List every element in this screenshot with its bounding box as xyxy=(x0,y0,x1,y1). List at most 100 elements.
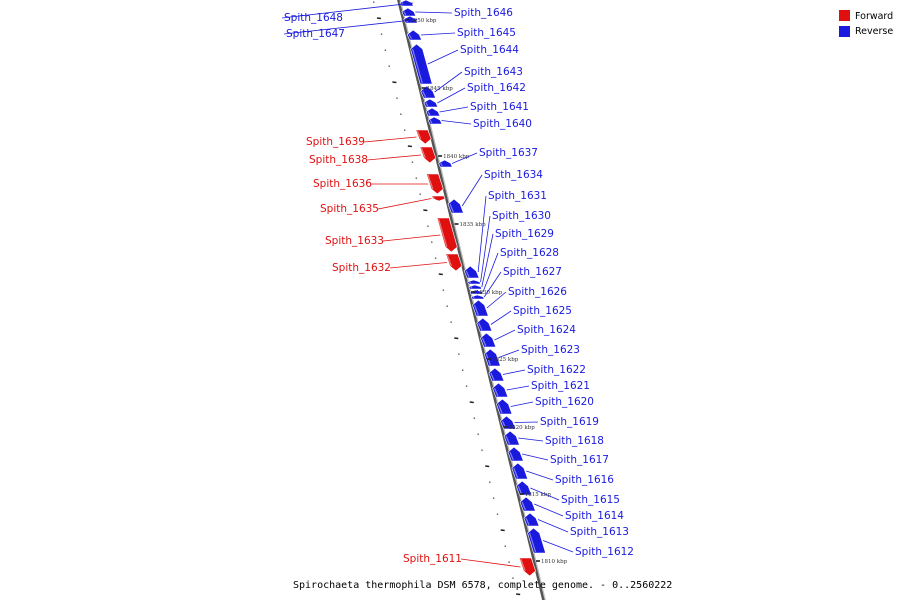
gene-leader xyxy=(490,310,512,325)
gene-arrow[interactable] xyxy=(425,107,441,117)
gene-arrow[interactable] xyxy=(401,7,417,17)
gene-label[interactable]: Spith_1632 xyxy=(332,262,391,274)
gene-arrow[interactable] xyxy=(445,253,463,272)
gene-arrow[interactable] xyxy=(492,382,509,398)
gene-highlight xyxy=(505,435,511,445)
scale-tick xyxy=(454,337,459,340)
gene-leader xyxy=(534,503,564,517)
gene-label[interactable]: Spith_1617 xyxy=(550,454,609,466)
gene-arrow[interactable] xyxy=(463,265,480,279)
scale-tick xyxy=(438,273,443,276)
gene-label[interactable]: Spith_1620 xyxy=(535,396,594,408)
gene-arrow[interactable] xyxy=(472,299,489,317)
gene-label[interactable]: Spith_1637 xyxy=(479,147,538,159)
gene-arrow[interactable] xyxy=(431,195,446,202)
gene-label[interactable]: Spith_1642 xyxy=(467,82,526,94)
gene-label[interactable]: Spith_1611 xyxy=(403,553,462,565)
gene-arrow[interactable] xyxy=(410,43,433,85)
kbp-label: 1810 kbp xyxy=(541,559,568,565)
gene-label[interactable]: Spith_1614 xyxy=(565,510,624,522)
gene-label[interactable]: Spith_1624 xyxy=(517,324,576,336)
legend: Forward Reverse xyxy=(839,10,893,37)
gene-label[interactable]: Spith_1646 xyxy=(454,7,513,19)
gene-label[interactable]: Spith_1634 xyxy=(484,169,543,181)
gene-leader xyxy=(451,152,478,164)
gene-leader xyxy=(420,32,456,36)
gene-highlight xyxy=(478,322,483,331)
gene-arrow[interactable] xyxy=(507,446,524,462)
scale-tick xyxy=(516,593,521,596)
gene-label[interactable]: Spith_1623 xyxy=(521,344,580,356)
gene-arrow[interactable] xyxy=(438,159,453,168)
gene-label[interactable]: Spith_1616 xyxy=(555,474,614,486)
gene-arrow[interactable] xyxy=(511,462,529,480)
gene-highlight xyxy=(427,111,431,116)
gene-label[interactable]: Spith_1621 xyxy=(531,380,590,392)
scale-tick xyxy=(407,145,412,148)
gene-arrow[interactable] xyxy=(415,129,432,145)
gene-arrow[interactable] xyxy=(447,198,464,214)
gene-label[interactable]: Spith_1641 xyxy=(470,101,529,113)
gene-label[interactable]: Spith_1628 xyxy=(500,247,559,259)
gene-arrow[interactable] xyxy=(403,15,418,24)
gene-leader xyxy=(363,136,417,143)
gene-arrow[interactable] xyxy=(420,85,437,99)
gene-label[interactable]: Spith_1631 xyxy=(488,190,547,202)
gene-label[interactable]: Spith_1612 xyxy=(575,546,634,558)
gene-label[interactable]: Spith_1613 xyxy=(570,526,629,538)
gene-arrow[interactable] xyxy=(503,430,520,446)
gene-label[interactable]: Spith_1626 xyxy=(508,286,567,298)
gene-label[interactable]: Spith_1647 xyxy=(286,28,345,40)
gene-highlight xyxy=(429,119,433,124)
gene-label[interactable]: Spith_1635 xyxy=(320,203,379,215)
gene-label[interactable]: Spith_1636 xyxy=(313,178,372,190)
gene-label[interactable]: Spith_1625 xyxy=(513,305,572,317)
tick-marks xyxy=(372,1,521,596)
gene-label[interactable]: Spith_1645 xyxy=(457,27,516,39)
gene-label[interactable]: Spith_1640 xyxy=(473,118,532,130)
gene-label[interactable]: Spith_1618 xyxy=(545,435,604,447)
gene-leader xyxy=(542,540,574,553)
gene-label[interactable]: Spith_1627 xyxy=(503,266,562,278)
gene-leader xyxy=(427,49,459,65)
gene-label[interactable]: Spith_1619 xyxy=(540,416,599,428)
gene-highlight xyxy=(432,196,435,200)
gene-arrow[interactable] xyxy=(515,480,532,496)
gene-leader xyxy=(377,198,432,210)
gene-arrow[interactable] xyxy=(496,398,513,415)
gene-highlight xyxy=(446,254,452,267)
gene-arrow[interactable] xyxy=(483,348,501,367)
gene-arrow[interactable] xyxy=(500,415,517,430)
gene-arrow[interactable] xyxy=(480,332,497,348)
gene-label[interactable]: Spith_1622 xyxy=(527,364,586,376)
gene-label[interactable]: Spith_1639 xyxy=(306,136,365,148)
genome-caption: Spirochaeta thermophila DSM 6578, comple… xyxy=(293,580,672,591)
gene-arrow[interactable] xyxy=(468,284,483,290)
gene-label[interactable]: Spith_1644 xyxy=(460,44,519,56)
gene-leader xyxy=(481,233,494,288)
gene-arrow[interactable] xyxy=(427,116,443,125)
gene-arrow[interactable] xyxy=(426,173,444,195)
gene-arrow[interactable] xyxy=(523,512,540,527)
gene-highlight xyxy=(440,162,443,167)
gene-arrow[interactable] xyxy=(488,367,505,382)
gene-label[interactable]: Spith_1629 xyxy=(495,228,554,240)
gene-label[interactable]: Spith_1630 xyxy=(492,210,551,222)
gene-arrow[interactable] xyxy=(476,317,493,332)
gene-label[interactable]: Spith_1643 xyxy=(464,66,523,78)
gene-leader xyxy=(530,487,560,501)
gene-label[interactable]: Spith_1615 xyxy=(561,494,620,506)
gene-arrow[interactable] xyxy=(419,146,437,164)
gene-arrow[interactable] xyxy=(406,29,423,41)
gene-arrow[interactable] xyxy=(519,496,536,512)
gene-arrow[interactable] xyxy=(527,527,546,554)
gene-label[interactable]: Spith_1648 xyxy=(284,12,343,24)
gene-label[interactable]: Spith_1638 xyxy=(309,154,368,166)
gene-arrow[interactable] xyxy=(518,557,536,577)
gene-arrow[interactable] xyxy=(436,217,458,253)
gene-label[interactable]: Spith_1633 xyxy=(325,235,384,247)
gene-arrow[interactable] xyxy=(470,294,485,300)
gene-arrow[interactable] xyxy=(423,98,439,108)
scale-tick xyxy=(469,401,474,404)
gene-arrow[interactable] xyxy=(467,279,482,285)
